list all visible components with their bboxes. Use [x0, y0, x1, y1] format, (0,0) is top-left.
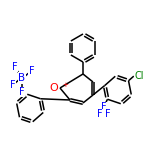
- Text: F: F: [105, 109, 110, 119]
- Text: F: F: [10, 80, 15, 90]
- Text: B: B: [18, 73, 26, 83]
- Text: +: +: [62, 82, 68, 88]
- Text: F: F: [101, 102, 106, 112]
- Text: Cl: Cl: [134, 71, 143, 81]
- Text: −: −: [25, 71, 31, 79]
- Text: F: F: [19, 87, 25, 97]
- Text: F: F: [12, 62, 18, 72]
- Text: O: O: [49, 83, 58, 93]
- Text: F: F: [97, 109, 102, 119]
- Text: F: F: [29, 66, 34, 76]
